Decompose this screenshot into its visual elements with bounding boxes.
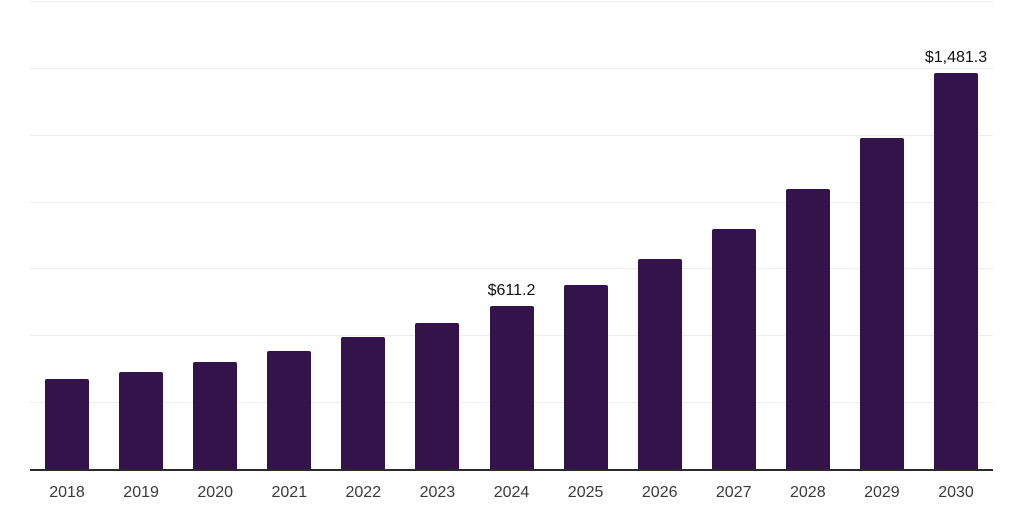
bar-2027[interactable] xyxy=(711,229,756,469)
bar-2024[interactable] xyxy=(489,305,534,469)
bar-2022[interactable] xyxy=(341,336,386,469)
gridline xyxy=(30,1,993,2)
x-tick-label-2024: 2024 xyxy=(493,484,530,501)
bar-2028[interactable] xyxy=(785,189,830,469)
bar-2023[interactable] xyxy=(415,323,460,469)
x-tick-label-2022: 2022 xyxy=(345,484,382,501)
bar-2030[interactable] xyxy=(934,72,978,469)
x-tick-label-2023: 2023 xyxy=(419,484,456,501)
x-tick-label-2029: 2029 xyxy=(864,484,900,501)
bar-2026[interactable] xyxy=(637,259,682,469)
gridline xyxy=(30,201,993,203)
bar-2018[interactable] xyxy=(45,378,89,469)
bar-2029[interactable] xyxy=(859,137,904,469)
x-axis-line xyxy=(30,469,993,471)
x-tick-label-2030: 2030 xyxy=(938,484,974,501)
bar-2025[interactable] xyxy=(563,285,608,469)
gridline xyxy=(30,67,993,69)
bar-2020[interactable] xyxy=(193,362,238,469)
x-tick-label-2027: 2027 xyxy=(715,484,752,501)
gridline xyxy=(30,134,993,136)
data-label-2024: $611.2 xyxy=(487,281,536,299)
x-tick-label-2019: 2019 xyxy=(123,484,159,501)
bar-2019[interactable] xyxy=(119,371,164,469)
x-tick-label-2025: 2025 xyxy=(567,484,604,501)
x-tick-label-2020: 2020 xyxy=(197,484,233,501)
gridline xyxy=(30,268,993,270)
bar-2021[interactable] xyxy=(267,351,312,469)
x-tick-label-2028: 2028 xyxy=(790,484,826,501)
data-label-2030: $1,481.3 xyxy=(924,48,988,66)
x-tick-label-2018: 2018 xyxy=(49,484,85,501)
x-tick-label-2026: 2026 xyxy=(641,484,678,501)
x-tick-label-2021: 2021 xyxy=(271,484,308,501)
